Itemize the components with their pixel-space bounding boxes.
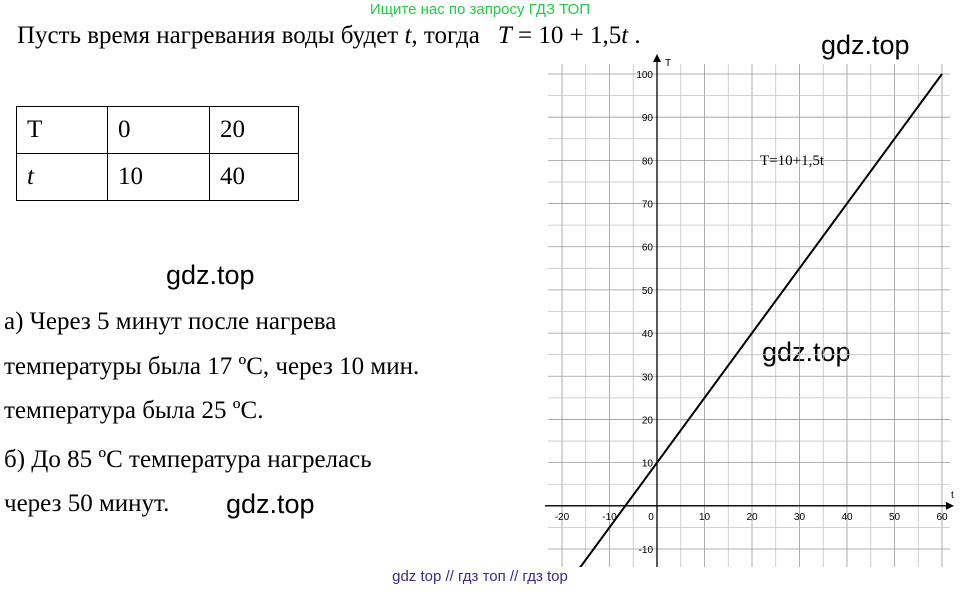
watermark: gdz.top bbox=[762, 337, 851, 367]
formula-end: . bbox=[628, 22, 641, 49]
table-row: T 0 20 bbox=[16, 106, 299, 154]
x-tick-label: 40 bbox=[841, 512, 853, 523]
x-tick-label: 0 bbox=[648, 512, 654, 523]
y-tick-label: 10 bbox=[642, 459, 654, 470]
y-tick-label: 90 bbox=[642, 113, 654, 124]
formula-T: T bbox=[497, 22, 512, 49]
table-cell: t bbox=[16, 153, 108, 201]
y-tick-label: -10 bbox=[639, 545, 654, 556]
x-tick-label: -10 bbox=[602, 512, 617, 523]
x-tick-label: 30 bbox=[794, 512, 806, 523]
y-tick-label: 30 bbox=[642, 372, 654, 383]
top-banner[interactable]: Ищите нас по запросу ГДЗ ТОП bbox=[369, 1, 591, 18]
intro-text-2: , тогда bbox=[411, 22, 480, 49]
formula-t: t bbox=[621, 22, 629, 49]
y-tick-label: 40 bbox=[642, 329, 654, 340]
table-cell: 20 bbox=[209, 106, 299, 154]
table-cell: 40 bbox=[209, 153, 299, 201]
table-cell: T bbox=[16, 106, 108, 154]
x-tick-label: 50 bbox=[889, 512, 901, 523]
table-cell: 10 bbox=[107, 153, 210, 201]
chart-ticks: t T -20 -10 0 10 20 30 40 50 60 -10 10 20 30 40 50 60 70 80… bbox=[555, 58, 954, 556]
watermark: gdz.top bbox=[166, 260, 255, 290]
x-axis-arrow bbox=[946, 501, 954, 510]
table-row: t 10 40 bbox=[16, 153, 299, 201]
x-tick-label: 10 bbox=[699, 512, 711, 523]
answer-b-line-1: б) До 85 ºС температура нагрелась bbox=[4, 446, 372, 473]
intro-variable: t bbox=[404, 22, 412, 49]
x-axis-label: t bbox=[951, 490, 954, 501]
watermark: gdz.top bbox=[226, 489, 315, 519]
answer-a-line-3: температура была 25 ºС. bbox=[4, 397, 264, 424]
intro-text: Пусть время нагревания воды будет bbox=[17, 22, 405, 49]
values-table: T 0 20 t 10 40 bbox=[16, 106, 299, 201]
y-tick-label: 70 bbox=[642, 200, 654, 211]
x-tick-label: 20 bbox=[746, 512, 758, 523]
chart-grid bbox=[548, 64, 950, 567]
chart-series bbox=[579, 73, 943, 567]
y-tick-label: 20 bbox=[642, 415, 654, 426]
answer-a-line-2: температуры была 17 ºС, через 10 мин. bbox=[4, 353, 420, 380]
y-axis-label: T bbox=[665, 58, 671, 69]
y-tick-label: 50 bbox=[642, 286, 654, 297]
intro-line: Пусть время нагревания воды будет t, тог… bbox=[17, 22, 641, 50]
answer-a-line-1: а) Через 5 минут после нагрева bbox=[4, 308, 337, 335]
watermark: gdz.top bbox=[821, 30, 910, 60]
temperature-graph: t T -20 -10 0 10 20 30 40 50 60 -10 10 20 30 40 50 60 70 80… bbox=[545, 54, 954, 567]
y-tick-label: 60 bbox=[642, 243, 654, 254]
intro-formula: T = 10 + 1,5t . bbox=[498, 22, 641, 49]
y-tick-label: 80 bbox=[642, 156, 654, 167]
equation-label: T=10+1,5t bbox=[760, 153, 825, 169]
series-line bbox=[579, 73, 943, 567]
x-tick-label: 60 bbox=[936, 512, 948, 523]
answer-b-line-2: через 50 минут. bbox=[4, 490, 170, 517]
bottom-banner[interactable]: gdz top // гдз топ // гдз top bbox=[392, 568, 568, 585]
y-tick-label: 100 bbox=[636, 70, 653, 81]
x-tick-label: -20 bbox=[555, 512, 570, 523]
formula-rest: = 10 + 1,5 bbox=[511, 22, 622, 49]
y-axis-arrow bbox=[653, 54, 661, 62]
chart-axes bbox=[545, 54, 954, 567]
table-cell: 0 bbox=[107, 106, 210, 154]
